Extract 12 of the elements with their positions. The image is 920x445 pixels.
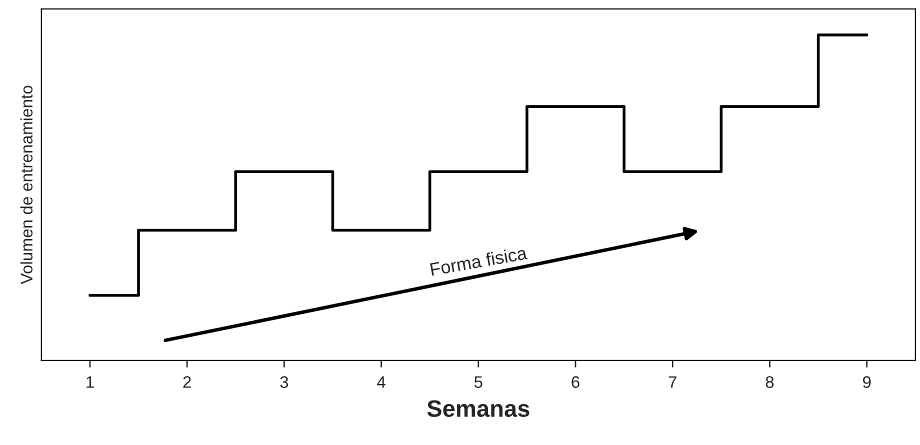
- x-tick-label: 8: [766, 376, 774, 388]
- x-tick-label: 4: [377, 376, 386, 388]
- x-tick-label: 5: [474, 376, 482, 388]
- x-tick-label: 3: [280, 376, 288, 388]
- x-tick-label: 2: [183, 376, 191, 388]
- x-tick-label: 1: [86, 376, 94, 388]
- x-tick-label: 7: [668, 376, 676, 388]
- x-axis-title: Semanas: [427, 400, 530, 417]
- annotation: Forma fisica: [430, 246, 528, 276]
- x-tick-label: 6: [572, 376, 580, 388]
- x-tick-label: 9: [862, 376, 871, 388]
- y-axis-title: Volumen de entrenamiento: [20, 86, 33, 284]
